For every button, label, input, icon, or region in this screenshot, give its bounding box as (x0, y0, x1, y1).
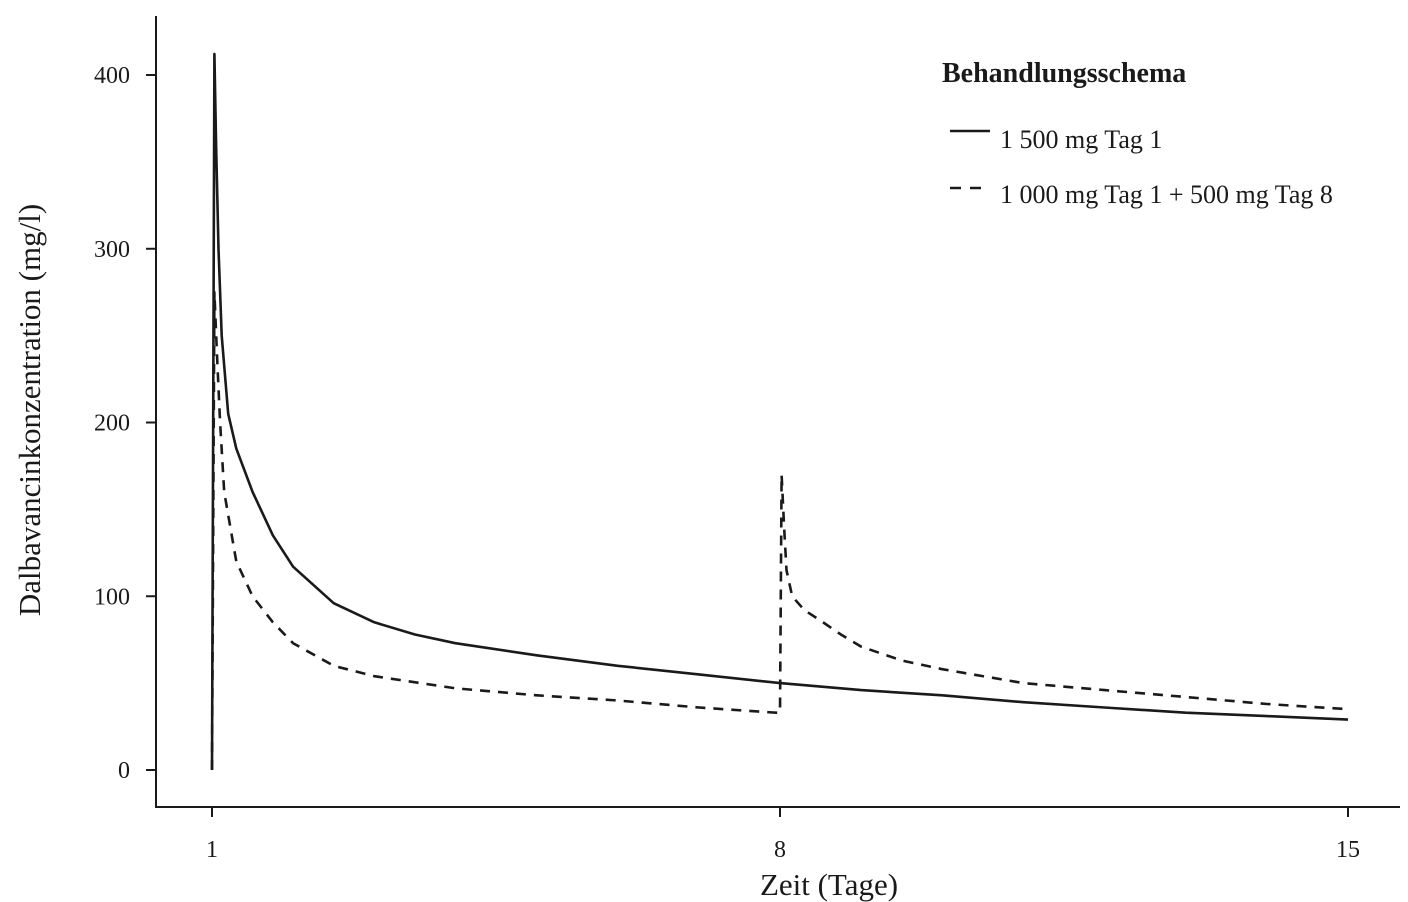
series-layer (210, 52, 1349, 771)
y-tick-label: 0 (118, 758, 130, 784)
x-ticks: 1 8 15 (206, 807, 1360, 863)
y-tick-label: 200 (94, 411, 130, 437)
series-line-2 (210, 290, 1349, 771)
y-axis-title: Dalbavancinkonzentration (mg/l) (12, 204, 47, 616)
x-tick-label: 1 (206, 837, 218, 863)
x-axis-title: Zeit (Tage) (760, 867, 898, 902)
y-tick-label: 300 (94, 237, 130, 263)
legend: Behandlungsschema 1 500 mg Tag 1 1 000 m… (942, 58, 1333, 209)
series-line-1 (210, 52, 1349, 771)
x-tick-label: 8 (774, 837, 786, 863)
x-tick-label: 15 (1336, 837, 1360, 863)
y-ticks: 0 100 200 300 400 (94, 63, 156, 784)
y-tick-label: 400 (94, 63, 130, 89)
legend-label-series-2: 1 000 mg Tag 1 + 500 mg Tag 8 (1000, 180, 1333, 209)
legend-title: Behandlungsschema (942, 58, 1186, 89)
y-tick-label: 100 (94, 584, 130, 610)
legend-label-series-1: 1 500 mg Tag 1 (1000, 125, 1162, 154)
